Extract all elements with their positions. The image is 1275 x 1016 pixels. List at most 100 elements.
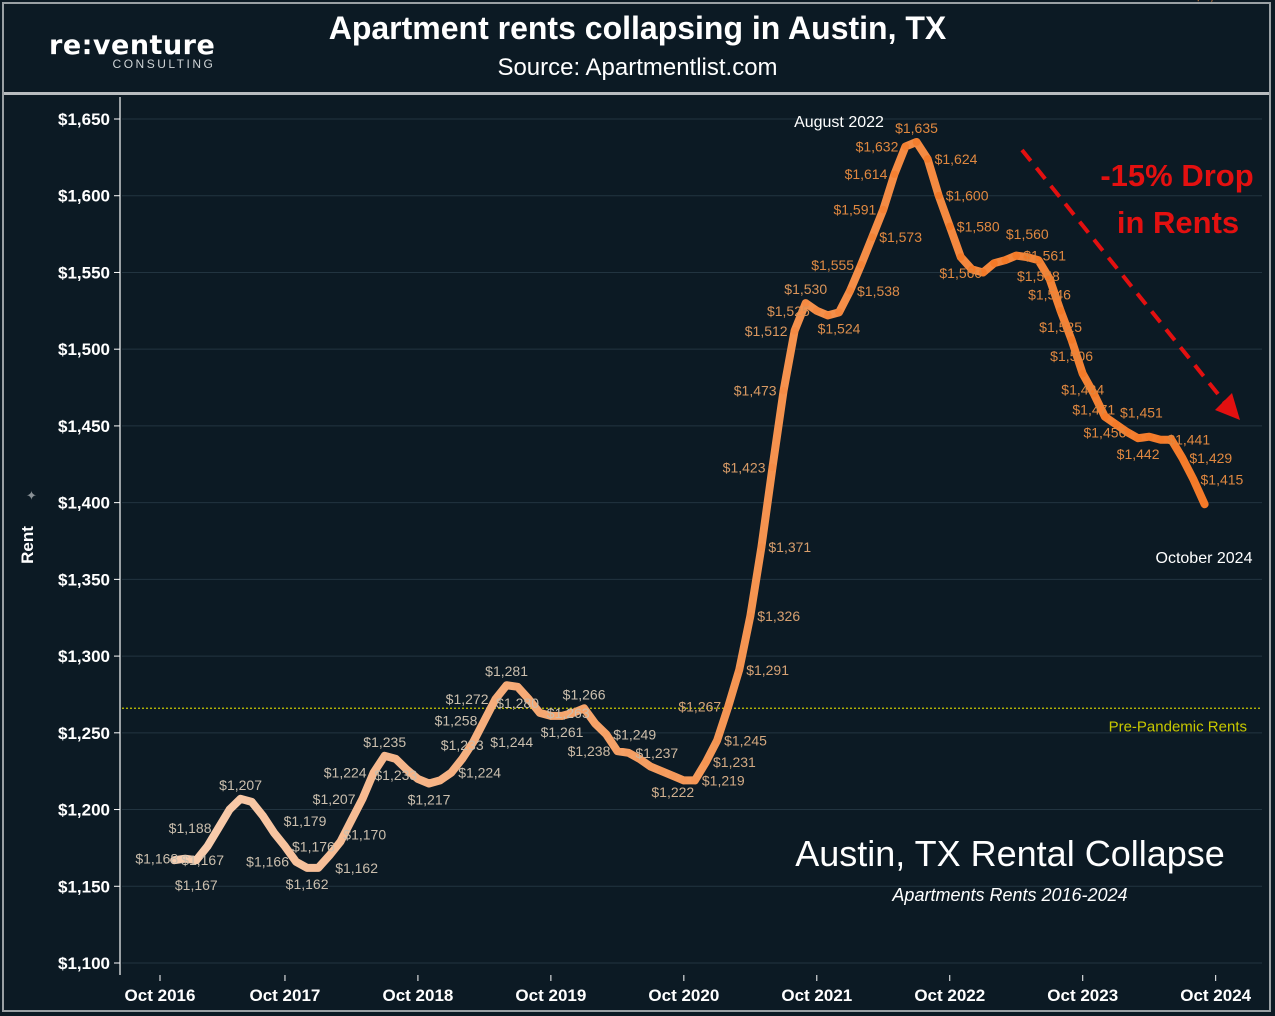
data-label: $1,249 <box>613 726 656 742</box>
data-labels: $1,167$1,168$1,167$1,188$1,207$1,176$1,1… <box>135 0 1243 893</box>
data-point <box>835 308 843 317</box>
data-label: $1,224 <box>324 765 367 781</box>
data-point <box>768 463 777 472</box>
data-point <box>857 260 865 269</box>
data-point <box>1101 412 1109 421</box>
data-label: $1,267 <box>678 699 721 715</box>
x-tick-label: Oct 2017 <box>250 986 321 1005</box>
data-label: $1,429 <box>1189 450 1232 466</box>
x-tick-label: Oct 2019 <box>515 986 586 1005</box>
data-point <box>702 758 710 766</box>
y-tick-label: $1,500 <box>58 340 110 359</box>
data-label: $1,624 <box>935 151 978 167</box>
pre-pandemic-label: Pre-Pandemic Rents <box>1109 718 1247 735</box>
data-point <box>181 854 190 863</box>
data-point <box>480 716 489 725</box>
data-label: $1,237 <box>635 745 678 761</box>
x-tick-label: Oct 2023 <box>1047 986 1118 1005</box>
data-point <box>558 712 566 720</box>
data-label: $1,280 <box>496 695 539 711</box>
data-label: $1,231 <box>713 754 756 770</box>
chart-source: Source: Apartmentlist.com <box>497 54 778 81</box>
data-point <box>890 170 899 179</box>
data-label: $1,580 <box>957 218 1000 234</box>
data-point <box>1123 428 1131 436</box>
data-point <box>657 767 666 775</box>
data-point <box>247 798 256 806</box>
data-point <box>1145 432 1153 441</box>
data-point <box>1090 389 1098 398</box>
data-point <box>1012 251 1021 260</box>
data-point <box>425 779 433 788</box>
data-label: $1,217 <box>408 792 451 808</box>
data-point <box>635 755 644 763</box>
x-axis: Oct 2016 Oct 2017 Oct 2018 Oct 2019 Oct 2020… <box>125 975 1252 1005</box>
x-tick-label: Oct 2021 <box>781 986 852 1005</box>
data-label: $1,207 <box>313 791 356 807</box>
data-point <box>1023 253 1032 261</box>
data-label: $1,473 <box>734 383 777 399</box>
data-point <box>580 704 588 713</box>
data-point <box>458 755 467 763</box>
data-point <box>824 311 832 320</box>
data-label: $1,170 <box>343 827 386 843</box>
data-point <box>414 775 422 783</box>
data-label: $1,525 <box>767 303 810 319</box>
data-point <box>236 795 245 803</box>
data-point <box>646 762 655 771</box>
chart-title-text: Apartment rents collapsing in Austin, TX <box>328 10 947 46</box>
data-label: $1,272 <box>446 691 489 707</box>
data-point <box>524 695 533 703</box>
data-point <box>358 795 367 803</box>
y-axis-label: Rent <box>18 526 37 564</box>
data-point <box>259 811 267 820</box>
data-point <box>1134 434 1142 442</box>
data-label: $1,326 <box>757 608 800 624</box>
data-label: $1,245 <box>724 733 767 749</box>
data-point <box>314 864 323 872</box>
data-label: $1,471 <box>1072 402 1115 418</box>
data-point <box>1189 475 1198 484</box>
data-point <box>757 543 766 551</box>
data-point <box>491 695 500 703</box>
data-label: $1,530 <box>784 281 827 297</box>
data-point <box>790 326 799 335</box>
data-point <box>1167 435 1176 444</box>
data-label: $1,179 <box>284 813 327 829</box>
data-label: $1,512 <box>745 323 788 339</box>
data-label: $1,176 <box>292 838 335 854</box>
data-label: $1,371 <box>768 539 811 555</box>
data-point <box>403 765 411 774</box>
data-point <box>325 851 334 860</box>
data-point <box>369 768 378 777</box>
y-tick-label: $1,250 <box>58 724 110 743</box>
data-point <box>602 730 611 739</box>
data-point <box>957 253 965 261</box>
y-tick-label: $1,450 <box>58 417 110 436</box>
x-tick-label: Oct 2024 <box>1180 986 1251 1005</box>
data-label: $1,600 <box>946 188 989 204</box>
y-axis: $1,650 $1,600 $1,550 $1,500 $1,450 $1,400 $1,3… <box>58 110 120 973</box>
data-point <box>281 842 289 851</box>
data-label: $1,560 <box>939 265 982 281</box>
data-label: $1,558 <box>1017 268 1060 284</box>
data-point <box>225 805 234 814</box>
data-label: $1,281 <box>485 663 528 679</box>
data-point <box>979 268 987 277</box>
data-label: $1,219 <box>702 772 745 788</box>
data-label: $1,166 <box>246 854 289 870</box>
data-label: $1,423 <box>723 459 766 475</box>
data-point <box>303 864 311 872</box>
data-point <box>170 856 178 864</box>
data-point <box>624 748 633 757</box>
data-point <box>801 299 810 307</box>
data-label: $1,632 <box>856 139 899 155</box>
data-label: $1,573 <box>879 229 922 245</box>
logo-main: re:venture <box>49 30 216 61</box>
data-label: $1,162 <box>335 860 378 876</box>
data-label: $1,538 <box>857 283 900 299</box>
data-point <box>746 612 755 620</box>
data-label: $1,614 <box>845 166 888 182</box>
y-tick-label: $1,600 <box>58 187 110 206</box>
